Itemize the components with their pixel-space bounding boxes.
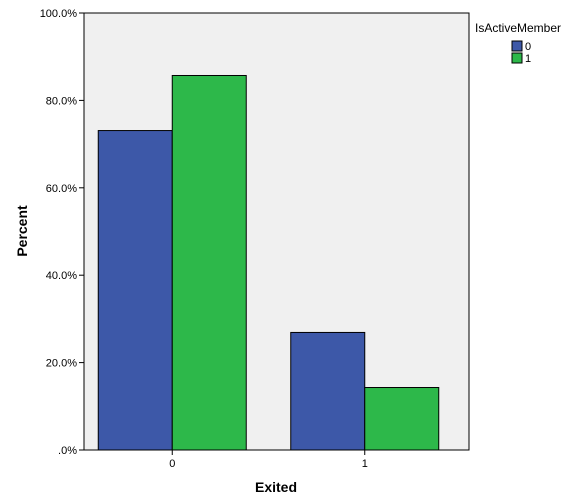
legend-title: IsActiveMember — [475, 21, 561, 35]
x-axis-title: Exited — [255, 479, 297, 495]
y-tick-label: 80.0% — [46, 95, 77, 107]
y-tick-label: 60.0% — [46, 183, 77, 195]
y-axis: .0% 20.0% 40.0% 60.0% 80.0% 100.0% — [40, 8, 84, 457]
bar-exited-0-active-0 — [97, 130, 173, 451]
legend-swatch-1 — [511, 52, 523, 64]
x-tick-label: 1 — [362, 458, 368, 470]
bar-exited-0-active-1 — [171, 74, 247, 451]
x-tick-label: 0 — [169, 458, 175, 470]
y-tick-label: 40.0% — [46, 270, 77, 282]
legend-swatch-0 — [511, 40, 523, 52]
y-tick-label: 100.0% — [40, 8, 78, 20]
legend: IsActiveMember 01 — [475, 21, 561, 65]
bar-exited-1-active-0 — [290, 331, 366, 451]
y-tick-label: 20.0% — [46, 358, 77, 370]
legend-label-0: 0 — [525, 41, 531, 53]
y-tick-label: .0% — [58, 445, 77, 457]
y-axis-title: Percent — [14, 205, 30, 257]
bar-exited-1-active-1 — [364, 387, 440, 451]
legend-label-1: 1 — [525, 53, 531, 65]
